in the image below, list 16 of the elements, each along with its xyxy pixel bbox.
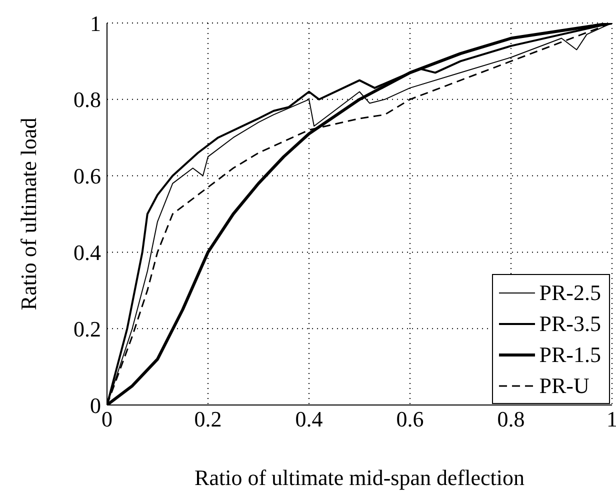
x-tick-label: 0.8 [497, 406, 525, 432]
y-tick-label: 1 [90, 10, 101, 36]
x-tick-label: 0.2 [194, 406, 222, 432]
y-tick-label: 0.8 [74, 87, 101, 112]
y-axis-title: Ratio of ultimate load [16, 118, 41, 310]
x-axis-title: Ratio of ultimate mid-span deflection [194, 465, 524, 490]
legend-label: PR-U [539, 372, 590, 398]
legend-label: PR-1.5 [539, 342, 601, 368]
legend-label: PR-2.5 [539, 280, 601, 306]
x-tick-label: 0.6 [396, 406, 424, 432]
y-tick-label: 0.2 [74, 316, 101, 342]
x-tick-label: 1 [606, 406, 616, 432]
y-tick-label: 0.6 [74, 164, 101, 189]
x-tick-label: 0.4 [295, 406, 323, 432]
y-tick-label: 0.4 [74, 240, 101, 266]
legend-label: PR-3.5 [539, 310, 601, 336]
